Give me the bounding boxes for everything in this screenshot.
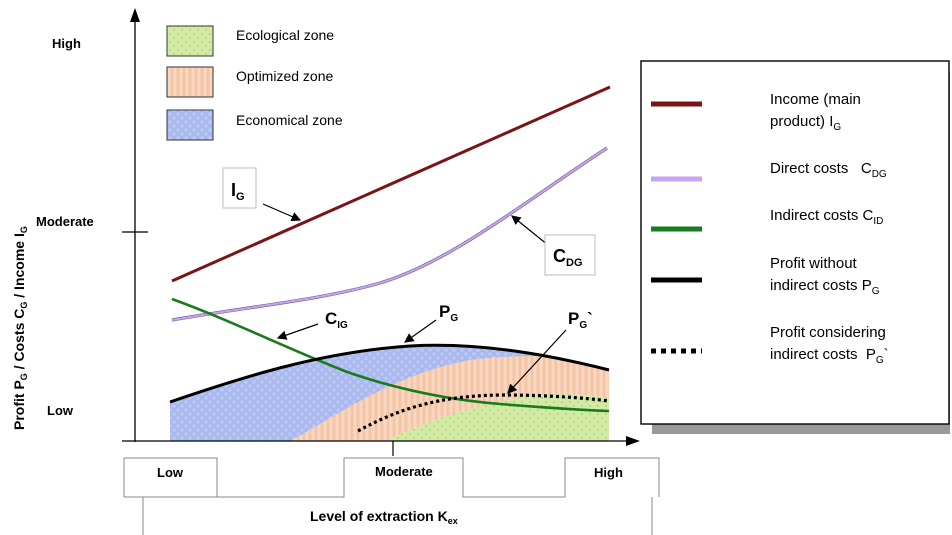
income-curve <box>171 85 611 283</box>
legend-profit-label-1: Profit without <box>770 255 858 272</box>
direct-label-box <box>544 234 596 276</box>
indirect-label: CIG <box>325 309 348 331</box>
direct-label: CDG <box>553 246 583 269</box>
legend-box <box>640 60 950 425</box>
legend-income-label-2: product) IG <box>770 113 841 133</box>
profit-indirect-label: PG` <box>568 309 593 331</box>
x-tick-label-moderate: Moderate <box>375 464 433 479</box>
y-axis-title: Profit PG / Costs CG / Income IG <box>11 226 29 430</box>
profit-label: PG <box>439 302 458 324</box>
legend-indirect-label: Indirect costs CID <box>770 207 883 227</box>
x-axis-arrow <box>626 436 640 446</box>
indirect-pointer <box>276 323 319 340</box>
x-tick-label-high: High <box>594 465 623 480</box>
y-tick-label-low: Low <box>47 403 74 418</box>
optimized-zone-label: Optimized zone <box>236 68 333 84</box>
income-pointer <box>262 203 302 222</box>
legend-profit-label-2: indirect costs PG <box>770 277 880 297</box>
profit-pointer <box>404 319 437 343</box>
x-label-band-top <box>124 457 660 498</box>
y-tick-label-high: High <box>52 36 81 51</box>
optimized-zone-swatch <box>166 66 214 98</box>
legend-profit-indirect-label-2: indirect costs PG` <box>770 346 889 366</box>
income-label: IG <box>231 180 245 203</box>
x-tick-label-low: Low <box>157 465 184 480</box>
legend-income-label-1: Income (main <box>770 91 861 108</box>
x-axis-title: Level of extraction Kex <box>310 508 458 526</box>
ecological-zone-fill <box>385 394 609 441</box>
direct-cost-curve <box>171 147 608 321</box>
legend-profit-indirect-label-1: Profit considering <box>770 324 886 341</box>
profit-indirect-pointer <box>507 329 567 394</box>
legend-direct-label: Direct costs CDG <box>770 160 887 180</box>
direct-pointer <box>511 215 549 246</box>
y-axis-arrow <box>130 8 140 22</box>
profit-curve <box>169 343 610 404</box>
ecological-zone-swatch <box>166 25 214 57</box>
ecological-zone-label: Ecological zone <box>236 27 334 43</box>
y-tick-label-moderate: Moderate <box>36 214 94 229</box>
economical-zone-label: Economical zone <box>236 112 343 128</box>
profit-indirect-curve <box>357 393 610 433</box>
economical-zone-swatch <box>166 109 214 141</box>
indirect-cost-curve <box>171 297 610 413</box>
income-label-box <box>222 167 257 209</box>
